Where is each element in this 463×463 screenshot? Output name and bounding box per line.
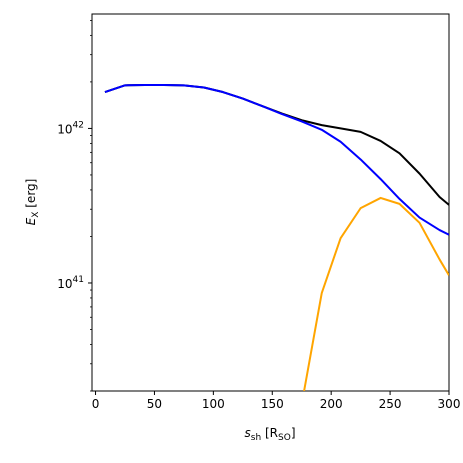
x-tick-label: 300 <box>438 397 461 411</box>
x-tick-label: 0 <box>92 397 100 411</box>
plot-area <box>91 13 450 392</box>
x-axis-label-unit-open: [R <box>261 426 278 440</box>
series-line-3 <box>303 196 449 391</box>
x-tick-label: 200 <box>320 397 343 411</box>
x-tick-label: 150 <box>261 397 284 411</box>
plot-frame <box>91 13 450 392</box>
y-axis-label: EX [erg] <box>24 179 41 226</box>
x-axis-label-unit-sub: SO <box>278 433 291 443</box>
y-axis-label-sub: X <box>31 212 41 218</box>
series-line-1 <box>104 83 449 206</box>
x-tick-label: 50 <box>147 397 162 411</box>
x-axis-label-sub: sh <box>251 433 261 443</box>
y-axis-label-main: E <box>24 217 38 225</box>
series-layer <box>104 83 449 391</box>
series-line-2 <box>104 83 449 236</box>
x-tick-label: 100 <box>202 397 225 411</box>
y-tick-label: 1042 <box>57 120 84 136</box>
x-tick-label: 250 <box>379 397 402 411</box>
x-axis-label-unit-close: ] <box>291 426 296 440</box>
x-axis-label: ssh [RSO] <box>245 426 296 443</box>
x-axis-label-main: s <box>245 426 251 440</box>
y-tick-label: 1041 <box>57 275 84 291</box>
y-axis: 1041 1042 <box>57 19 92 392</box>
y-axis-label-unit: [erg] <box>24 179 38 212</box>
x-axis: 0 50 100 150 200 250 300 <box>92 391 461 411</box>
